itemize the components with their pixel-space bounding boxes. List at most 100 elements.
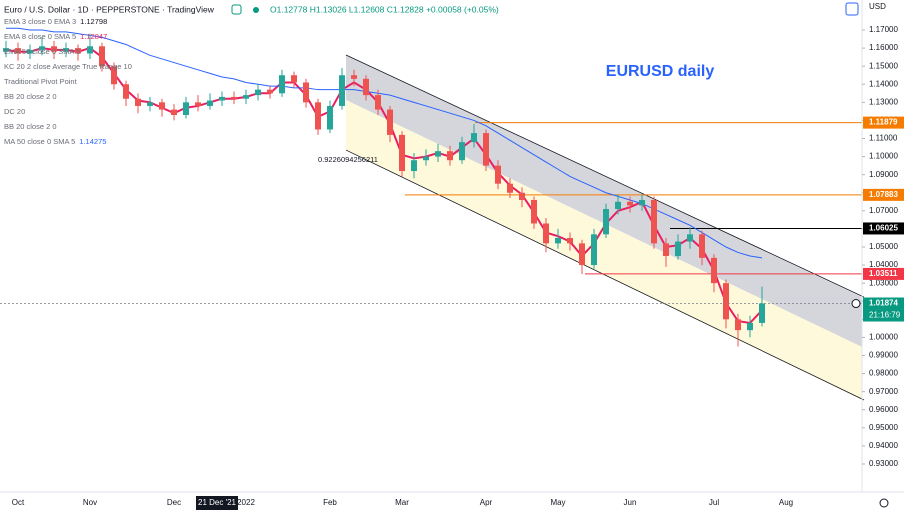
settings-button[interactable] (845, 2, 859, 16)
candle-body (159, 102, 165, 110)
y-tick-label: 0.93000 (869, 459, 898, 468)
candle-body (3, 48, 9, 52)
candle-body (147, 102, 153, 106)
candle-body (651, 199, 657, 244)
candle-body (495, 165, 501, 184)
symbol: Euro / U.S. Dollar · 1D · PEPPERSTONE · … (4, 4, 215, 14)
candle-body (267, 89, 273, 94)
y-tick-label: 1.15000 (869, 61, 898, 70)
candle-body (411, 160, 417, 172)
candle-body (447, 151, 453, 161)
chart-title: EURUSD daily (606, 63, 715, 80)
currency[interactable]: USD (869, 2, 886, 11)
x-tick-label: 2022 (237, 498, 255, 507)
level-tag (863, 297, 904, 310)
x-tick-label: Mar (395, 498, 409, 507)
candle-body (171, 109, 177, 115)
candle-body (231, 96, 237, 99)
candle-body (555, 237, 561, 244)
candle-body (279, 75, 285, 94)
indicator-value: 1.14275 (79, 137, 106, 146)
crosshair-label: 21 Dec '21 (198, 498, 237, 507)
candle-body (591, 234, 597, 266)
candle-body (315, 102, 321, 130)
candle-body (735, 319, 741, 331)
settings-gear[interactable] (879, 498, 889, 508)
y-tick-label: 0.94000 (869, 441, 898, 450)
ma-line (5, 46, 763, 325)
x-tick-label: Jul (709, 498, 719, 507)
indicator-name: DC 20 (4, 107, 25, 116)
plot-area (0, 27, 865, 401)
y-tick-label: 1.04000 (869, 260, 898, 269)
star-icon[interactable] (231, 4, 242, 15)
y-tick-label: 0.98000 (869, 369, 898, 378)
channel-lower-band (346, 99, 862, 400)
candle-body (195, 102, 201, 106)
candle-body (435, 151, 441, 157)
candle-body (663, 243, 669, 257)
candle-body (255, 89, 261, 96)
candle-body (471, 133, 477, 143)
indicator-value: 1.12847 (80, 32, 107, 41)
candle-body (75, 48, 81, 54)
candle-body (627, 201, 633, 206)
countdown-tag (863, 309, 904, 322)
y-tick-label: 1.11000 (869, 134, 898, 143)
plus-button[interactable] (851, 299, 861, 309)
candle-body (399, 134, 405, 172)
candle-body (747, 322, 753, 331)
candle-body (87, 46, 93, 54)
candle-body (135, 98, 141, 106)
candle-body (15, 48, 21, 54)
candle-body (339, 75, 345, 106)
x-tick-label: Feb (323, 498, 337, 507)
candle-body (111, 66, 117, 85)
candle-body (615, 201, 621, 210)
y-tick-label: 1.07000 (869, 206, 898, 215)
candle-body (63, 48, 69, 52)
candle-body (459, 142, 465, 161)
x-tick-label: Oct (12, 498, 25, 507)
crosshair-label-bg (196, 496, 238, 510)
candle-body (519, 192, 525, 200)
candle-body (183, 102, 189, 115)
level-label: 1.01874 (869, 299, 898, 308)
x-tick-label: Jun (624, 498, 637, 507)
candle-body (351, 75, 357, 79)
candle-body (99, 46, 105, 67)
level-label: 1.03511 (869, 269, 898, 278)
level-label: 1.07883 (869, 190, 898, 199)
indicator-name: EMA 8 close 0 SMA 5 (4, 32, 76, 41)
level-tag (863, 267, 904, 280)
y-tick-label: 0.99000 (869, 351, 898, 360)
candle-body (639, 199, 645, 206)
y-tick-label: 1.10000 (869, 152, 898, 161)
candle-body (207, 100, 213, 106)
candle-body (423, 156, 429, 161)
y-tick-label: 1.03000 (869, 278, 898, 287)
y-tick-label: 1.16000 (869, 43, 898, 52)
candle-body (303, 82, 309, 103)
annotation: 0.9226094256211 (318, 155, 378, 164)
ma-line (6, 27, 763, 259)
candle-body (723, 283, 729, 320)
y-tick-label: 1.09000 (869, 170, 898, 179)
indicator-name: BB 20 close 2 0 (4, 122, 57, 131)
channel-line (345, 54, 865, 298)
level-tag (863, 116, 904, 129)
candle-body (579, 243, 585, 266)
x-tick-label: Apr (480, 498, 493, 507)
indicator-name: EMA 3 close 0 EMA 3 (4, 17, 76, 26)
indicator-name: MA 50 close 0 SMA 5 (4, 137, 75, 146)
candle-body (507, 183, 513, 193)
channel-line (345, 149, 865, 401)
candle-body (27, 49, 33, 54)
y-tick-label: 0.95000 (869, 423, 898, 432)
candle-body (675, 241, 681, 257)
level-tag (863, 222, 904, 235)
level-tag (863, 188, 904, 201)
candle-body (363, 78, 369, 96)
countdown: 21:16:79 (869, 311, 901, 320)
